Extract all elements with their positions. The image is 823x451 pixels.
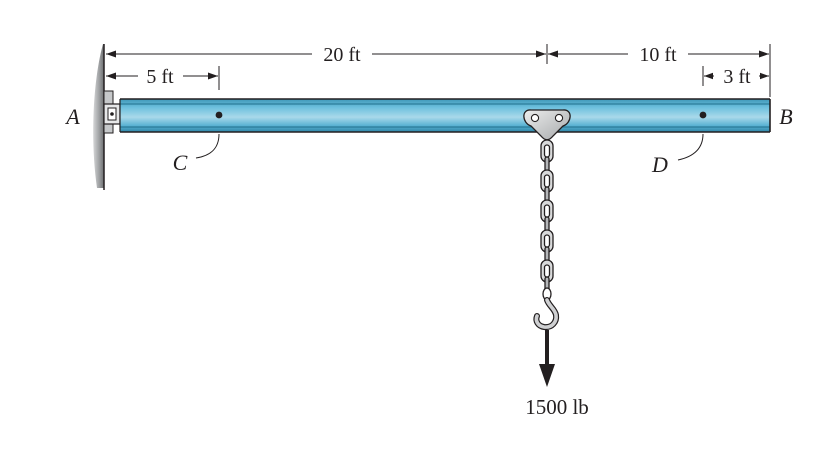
point-d-dot: [699, 111, 707, 119]
dimension-d-to-b: [704, 72, 769, 80]
dimension-label-a-to-c: 5 ft: [146, 66, 174, 88]
label-c: C: [173, 150, 188, 175]
dimension-lines: [218, 44, 771, 97]
point-c-leader: [195, 133, 220, 159]
support-bracket: [103, 90, 121, 134]
dimension-label-load-to-b: 10 ft: [639, 44, 677, 66]
beam: [119, 98, 771, 133]
load-value-label: 1500 lb: [525, 395, 589, 419]
dimension-label-d-to-b: 3 ft: [723, 66, 751, 88]
label-d: D: [651, 152, 668, 177]
hook: [533, 287, 560, 331]
load-arrow: [539, 330, 555, 387]
dimension-label-a-to-load: 20 ft: [323, 44, 361, 66]
dimension-a-to-load: [106, 50, 546, 58]
dimension-load-to-b: [548, 50, 769, 58]
point-c-dot: [215, 111, 223, 119]
label-a: A: [64, 104, 80, 129]
point-d-leader: [677, 133, 704, 161]
label-b: B: [779, 104, 792, 129]
hanger-plate: [523, 109, 571, 141]
wall-support: [93, 44, 105, 190]
dimension-a-to-c: [106, 72, 218, 80]
chain: [540, 139, 554, 292]
